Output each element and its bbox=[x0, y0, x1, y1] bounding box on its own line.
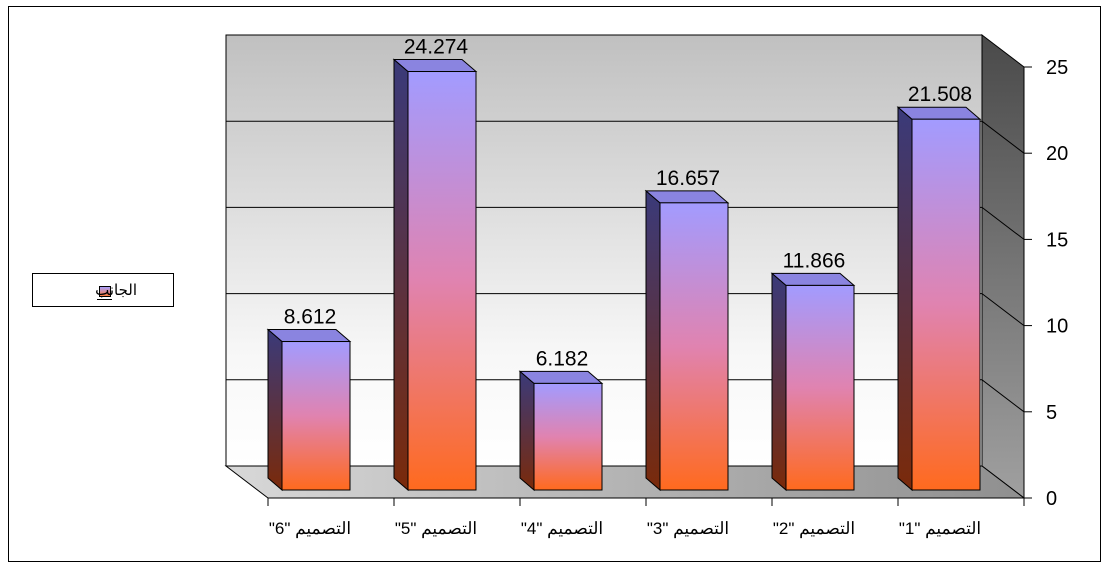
legend-underline bbox=[97, 299, 112, 300]
bar-top bbox=[770, 272, 856, 286]
bar-side bbox=[393, 58, 409, 492]
x-tick-label: التصميم "3" bbox=[647, 519, 729, 539]
data-label: 11.866 bbox=[783, 249, 846, 272]
bar bbox=[659, 202, 729, 491]
y-tick-label: 0 bbox=[1046, 488, 1057, 510]
x-tick-label: التصميم "4" bbox=[521, 519, 603, 539]
bar-side bbox=[897, 106, 913, 492]
bar bbox=[785, 284, 855, 491]
x-tick-label: التصميم "2" bbox=[773, 519, 855, 539]
side-wall bbox=[981, 33, 1025, 500]
bar-top bbox=[266, 329, 352, 343]
bar-side bbox=[519, 370, 535, 492]
gridline bbox=[981, 207, 1025, 240]
bar bbox=[281, 341, 351, 491]
gridline bbox=[981, 379, 1025, 413]
data-label: 24.274 bbox=[404, 36, 469, 59]
bar-side bbox=[771, 272, 787, 492]
x-tick-label: التصميم "5" bbox=[395, 519, 477, 539]
bar-side bbox=[645, 189, 661, 492]
bar bbox=[407, 71, 477, 491]
bar-side bbox=[267, 328, 283, 492]
back-wall bbox=[225, 34, 983, 467]
legend: الجانب bbox=[32, 273, 174, 307]
bar-top bbox=[392, 59, 478, 73]
bar-top bbox=[518, 370, 604, 384]
bar bbox=[533, 382, 603, 491]
bar-top bbox=[896, 106, 982, 120]
legend-swatch-icon bbox=[99, 286, 111, 297]
data-label: 8.612 bbox=[284, 306, 337, 329]
y-tick-label: 15 bbox=[1046, 229, 1068, 251]
y-tick-label: 10 bbox=[1046, 316, 1068, 338]
y-tick-label: 25 bbox=[1046, 57, 1068, 79]
x-tick-label: التصميم "6" bbox=[269, 519, 351, 539]
y-tick-label: 5 bbox=[1046, 402, 1057, 424]
x-tick-label: التصميم "1" bbox=[899, 519, 981, 539]
bar-top bbox=[644, 190, 730, 204]
data-label: 16.657 bbox=[656, 167, 720, 190]
legend-label: الجانب bbox=[95, 282, 137, 299]
data-label: 21.508 bbox=[908, 83, 972, 106]
data-label: 6.182 bbox=[536, 347, 589, 370]
gridline bbox=[981, 120, 1025, 154]
y-tick-label: 20 bbox=[1046, 143, 1068, 165]
bar bbox=[911, 118, 981, 491]
gridline bbox=[981, 293, 1025, 326]
